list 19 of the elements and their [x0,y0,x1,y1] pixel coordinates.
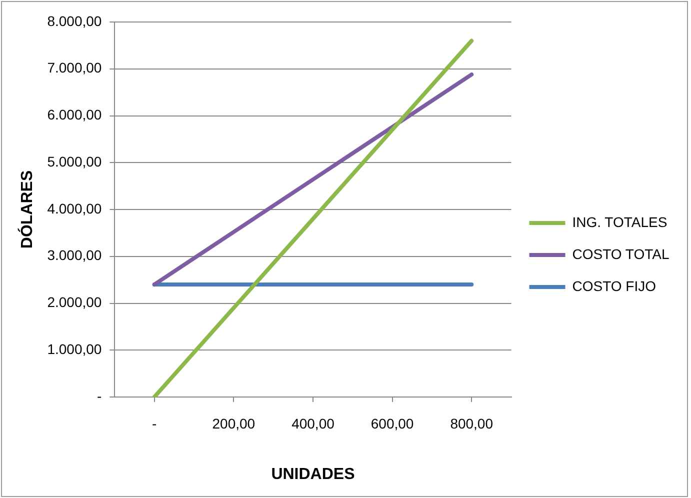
y-tick-label: 2.000,00 [47,294,102,310]
y-tick-label: 1.000,00 [47,340,102,357]
y-tick-label: 8.000,00 [47,12,102,29]
x-tick-label: - [152,415,158,432]
x-tick-label: 200,00 [212,415,256,432]
y-tick-label: 5.000,00 [47,153,102,170]
legend-label: COSTO FIJO [572,278,656,294]
y-tick-label: 6.000,00 [47,106,102,123]
y-tick-label: - [97,388,102,404]
x-tick-label: 600,00 [370,415,414,432]
y-tick-label: 3.000,00 [47,247,102,264]
x-tick-label: 400,00 [292,415,335,432]
legend-label: COSTO TOTAL [572,246,670,262]
y-tick-label: 7.000,00 [47,60,102,76]
y-axis-title: DÓLARES [17,170,36,249]
x-tick-label: 800,00 [450,415,494,432]
x-axis-title: UNIDADES [271,466,356,483]
legend-label: ING. TOTALES [572,214,668,230]
y-tick-label: 4.000,00 [47,200,102,216]
